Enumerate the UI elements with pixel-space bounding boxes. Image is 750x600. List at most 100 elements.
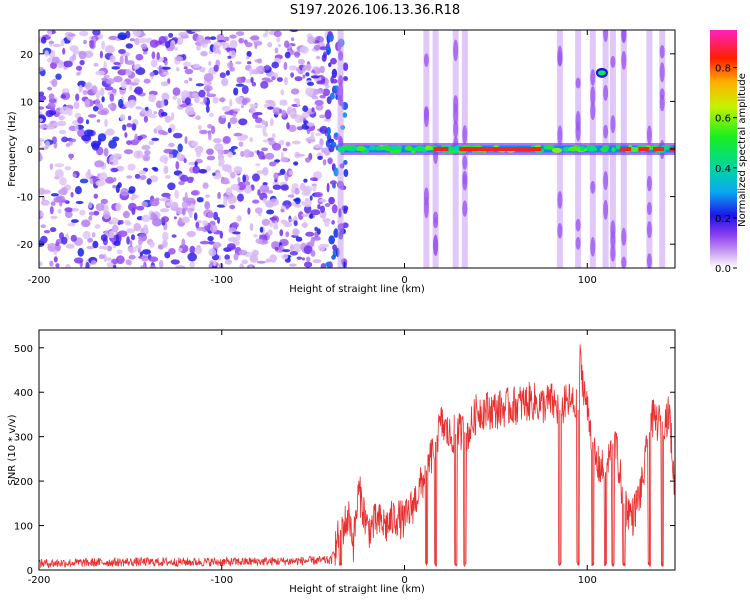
spectrogram-x-axis-label: Height of straight line (km) — [289, 284, 425, 295]
noise-blob — [267, 42, 273, 48]
noise-blob — [191, 140, 199, 147]
noise-blob — [317, 204, 321, 210]
noise-blob — [247, 207, 251, 215]
carrier-blob — [545, 144, 555, 150]
noise-blob — [39, 187, 46, 195]
noise-blob — [39, 261, 43, 267]
noise-blob — [181, 216, 190, 224]
noise-blob — [187, 140, 192, 146]
noise-blob — [71, 219, 79, 223]
noise-blob — [96, 119, 101, 123]
burst-blob — [342, 222, 349, 229]
noise-blob — [212, 172, 216, 176]
noise-blob — [77, 116, 84, 124]
burst-blob — [331, 204, 338, 214]
noise-blob — [144, 150, 151, 156]
noise-blob — [109, 93, 115, 102]
noise-blob — [291, 186, 295, 196]
noise-blob — [117, 182, 122, 188]
noise-blob — [184, 79, 189, 84]
noise-blob — [88, 215, 93, 221]
noise-blob — [256, 65, 265, 75]
noise-blob — [294, 114, 304, 124]
x-tick-label: 100 — [578, 575, 597, 586]
noise-blob — [124, 220, 131, 224]
noise-blob — [310, 75, 320, 79]
noise-blob — [39, 106, 45, 110]
streak-blob — [590, 180, 596, 194]
noise-blob — [271, 76, 276, 81]
carrier-core-segment — [653, 147, 665, 151]
noise-blob — [168, 153, 174, 159]
noise-blob — [261, 119, 266, 126]
noise-blob — [229, 117, 238, 124]
carrier-blob — [449, 146, 455, 152]
noise-blob — [175, 265, 186, 268]
noise-blob — [125, 259, 131, 265]
noise-blob — [229, 39, 238, 49]
noise-blob — [267, 229, 273, 236]
noise-blob — [60, 94, 66, 99]
noise-blob — [39, 142, 43, 146]
carrier-blob — [338, 147, 346, 153]
noise-blob — [226, 243, 236, 250]
noise-blob — [133, 64, 140, 70]
noise-blob — [95, 70, 106, 76]
noise-blob — [213, 242, 222, 248]
noise-blob — [194, 161, 198, 167]
noise-blob — [325, 84, 330, 89]
spectrogram-x-ticks: -200 -100 0 100 — [28, 30, 597, 286]
noise-blob — [142, 51, 148, 55]
noise-blob — [83, 39, 87, 45]
noise-blob — [125, 68, 132, 76]
noise-blob — [205, 104, 210, 113]
noise-blob — [126, 123, 133, 128]
noise-blob — [133, 78, 141, 84]
noise-blob — [205, 194, 210, 198]
noise-blob — [164, 251, 171, 259]
noise-blob — [45, 110, 54, 118]
noise-blob — [200, 50, 208, 57]
noise-blob — [117, 230, 128, 237]
noise-blob — [288, 170, 293, 176]
noise-blob — [70, 138, 77, 143]
noise-blob — [319, 65, 325, 74]
noise-blob — [85, 262, 90, 268]
noise-blob — [260, 81, 269, 89]
noise-blob — [47, 86, 53, 91]
carrier-core-segment — [620, 147, 632, 151]
streak-blob — [462, 200, 468, 217]
streak-blob — [575, 236, 581, 250]
noise-blob — [317, 155, 323, 160]
noise-blob — [108, 230, 115, 239]
noise-blob — [127, 189, 135, 194]
noise-blob — [202, 220, 208, 227]
streak-blob — [433, 217, 439, 229]
noise-blob — [171, 234, 177, 238]
streak-blob — [557, 51, 563, 67]
noise-blob — [69, 153, 73, 161]
noise-blob — [88, 211, 94, 216]
noise-blob — [64, 166, 72, 171]
noise-blob — [49, 206, 54, 215]
noise-blob — [82, 90, 89, 95]
noise-blob — [303, 245, 313, 255]
noise-blob — [84, 82, 91, 89]
noise-blob — [150, 59, 158, 68]
noise-blob — [225, 47, 235, 51]
noise-blob — [190, 190, 199, 196]
noise-blob — [233, 132, 243, 137]
noise-blob — [39, 91, 45, 97]
noise-blob — [133, 223, 142, 232]
noise-blob — [112, 88, 117, 94]
noise-blob — [314, 66, 321, 75]
streak-blob — [453, 120, 459, 138]
spur-core — [597, 70, 606, 76]
noise-blob — [227, 61, 234, 69]
noise-blob — [246, 56, 250, 60]
noise-blob — [74, 186, 82, 195]
noise-blob — [184, 136, 188, 145]
noise-blob — [104, 86, 114, 91]
noise-blob — [192, 63, 201, 69]
noise-blob — [95, 179, 106, 187]
